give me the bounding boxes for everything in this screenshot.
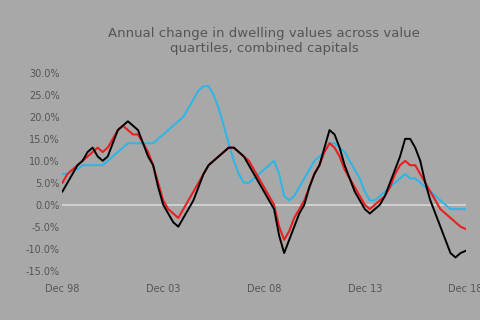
Title: Annual change in dwelling values across value
quartiles, combined capitals: Annual change in dwelling values across … (108, 27, 420, 55)
